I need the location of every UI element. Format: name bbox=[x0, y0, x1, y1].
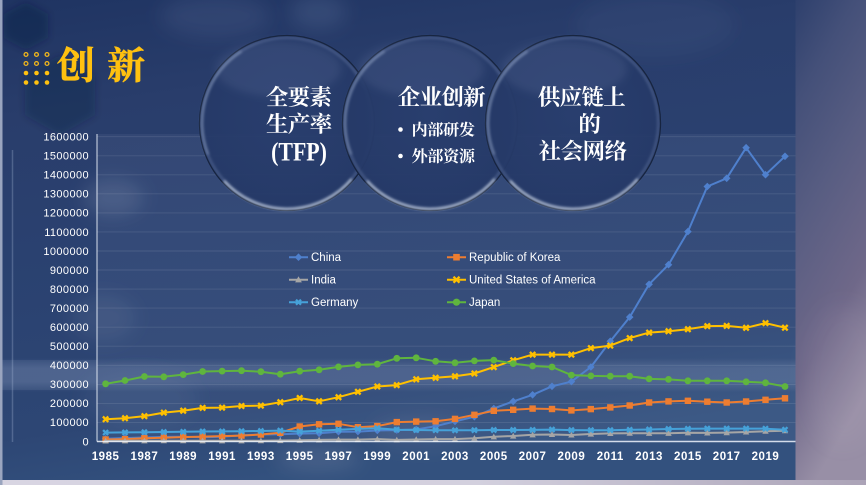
svg-text:1999: 1999 bbox=[363, 451, 391, 463]
svg-text:1200000: 1200000 bbox=[43, 208, 89, 220]
svg-text:1987: 1987 bbox=[131, 451, 159, 463]
svg-text:United States of America: United States of America bbox=[469, 275, 596, 287]
svg-text:2007: 2007 bbox=[519, 451, 547, 463]
svg-text:700000: 700000 bbox=[50, 303, 89, 315]
svg-text:1500000: 1500000 bbox=[43, 151, 89, 163]
svg-text:1993: 1993 bbox=[247, 451, 275, 463]
svg-text:2011: 2011 bbox=[597, 451, 624, 463]
svg-text:China: China bbox=[311, 252, 342, 264]
svg-text:2005: 2005 bbox=[480, 451, 508, 463]
svg-text:1989: 1989 bbox=[169, 451, 197, 463]
svg-text:0: 0 bbox=[82, 436, 89, 448]
svg-text:300000: 300000 bbox=[50, 379, 89, 391]
svg-text:2017: 2017 bbox=[713, 451, 741, 463]
svg-text:1300000: 1300000 bbox=[43, 189, 89, 201]
svg-text:2003: 2003 bbox=[441, 451, 469, 463]
svg-text:100000: 100000 bbox=[50, 417, 89, 429]
svg-text:1991: 1991 bbox=[208, 451, 236, 463]
svg-text:1985: 1985 bbox=[92, 451, 120, 463]
svg-text:Germany: Germany bbox=[311, 297, 359, 309]
svg-text:2013: 2013 bbox=[635, 451, 663, 463]
svg-text:2009: 2009 bbox=[558, 451, 586, 463]
svg-text:2001: 2001 bbox=[402, 451, 430, 463]
svg-text:Republic of Korea: Republic of Korea bbox=[469, 252, 561, 264]
svg-text:600000: 600000 bbox=[50, 322, 89, 334]
svg-text:1995: 1995 bbox=[286, 451, 314, 463]
svg-text:1600000: 1600000 bbox=[43, 132, 89, 144]
svg-text:1100000: 1100000 bbox=[44, 227, 89, 239]
svg-text:1000000: 1000000 bbox=[43, 246, 89, 258]
svg-text:400000: 400000 bbox=[50, 360, 89, 372]
svg-text:900000: 900000 bbox=[50, 265, 89, 277]
svg-text:Japan: Japan bbox=[469, 297, 500, 309]
svg-text:India: India bbox=[311, 275, 337, 287]
svg-text:2019: 2019 bbox=[752, 451, 780, 463]
svg-text:(TFP): (TFP) bbox=[271, 139, 327, 167]
svg-text:2015: 2015 bbox=[674, 451, 702, 463]
svg-text:1400000: 1400000 bbox=[43, 170, 89, 182]
svg-text:500000: 500000 bbox=[50, 341, 89, 353]
svg-text:800000: 800000 bbox=[50, 284, 89, 296]
svg-text:1997: 1997 bbox=[325, 451, 353, 463]
svg-text:200000: 200000 bbox=[50, 398, 89, 410]
